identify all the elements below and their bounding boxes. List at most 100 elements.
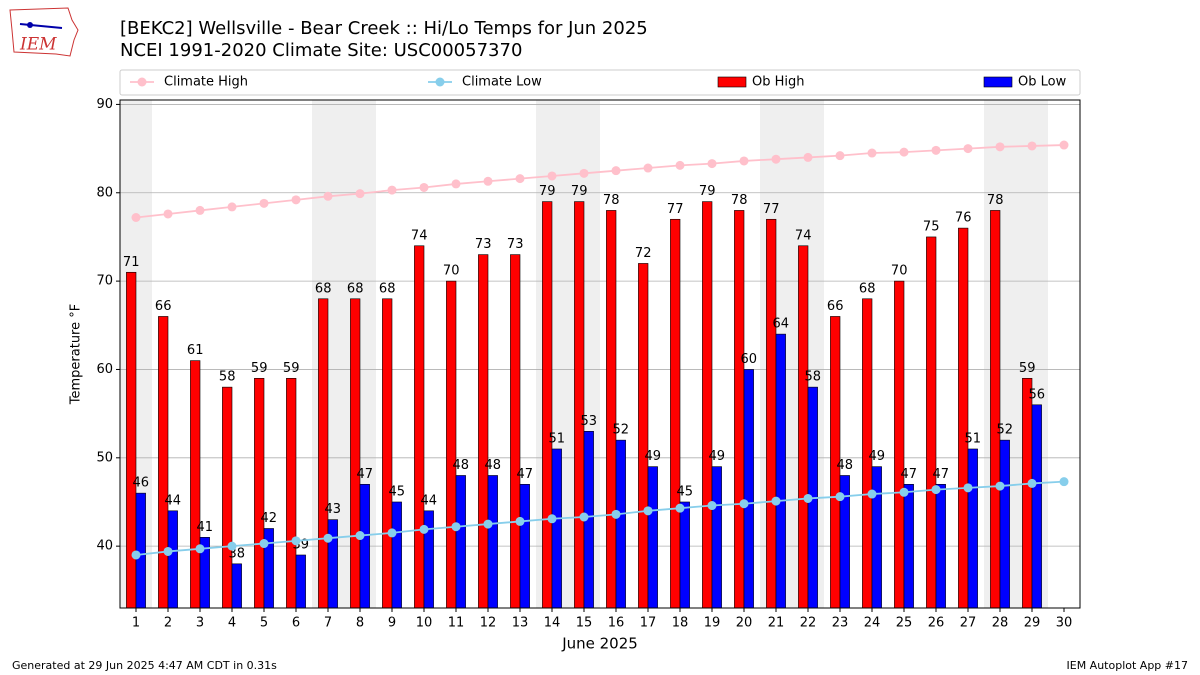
point	[323, 191, 333, 201]
point	[835, 492, 845, 502]
point	[771, 496, 781, 506]
x-tick-label: 10	[416, 616, 433, 631]
y-tick-label: 90	[96, 97, 113, 112]
data-label: 70	[443, 264, 460, 279]
data-label: 68	[347, 281, 364, 296]
legend-label: Climate High	[164, 75, 248, 90]
point	[483, 176, 493, 186]
bar	[222, 386, 233, 609]
bar	[327, 519, 338, 609]
bar	[158, 316, 169, 609]
point	[451, 179, 461, 189]
data-label: 45	[389, 484, 406, 499]
x-tick-label: 6	[292, 616, 300, 631]
data-label: 52	[997, 423, 1014, 438]
data-label: 49	[709, 449, 726, 464]
data-label: 44	[421, 493, 438, 508]
bar	[894, 280, 905, 609]
x-tick-label: 25	[896, 616, 913, 631]
data-label: 59	[283, 361, 300, 376]
data-label: 44	[165, 493, 182, 508]
point	[387, 528, 397, 538]
x-axis-label: June 2025	[561, 635, 638, 653]
data-label: 74	[795, 228, 812, 243]
data-label: 77	[667, 202, 684, 217]
x-tick-label: 1	[132, 616, 140, 631]
y-tick-label: 80	[96, 185, 113, 200]
x-tick-label: 18	[672, 616, 689, 631]
point	[547, 514, 557, 524]
bar	[551, 448, 562, 609]
y-tick-label: 60	[96, 362, 113, 377]
point	[291, 195, 301, 205]
x-tick-label: 27	[960, 616, 977, 631]
data-label: 60	[741, 352, 758, 367]
bar	[743, 369, 754, 609]
bar	[711, 466, 722, 609]
data-label: 68	[859, 281, 876, 296]
point	[323, 533, 333, 543]
legend-label: Climate Low	[462, 75, 542, 90]
data-label: 59	[251, 361, 268, 376]
x-tick-label: 24	[864, 616, 881, 631]
data-label: 48	[453, 458, 470, 473]
point	[963, 483, 973, 493]
bar	[359, 484, 370, 609]
bar	[295, 554, 306, 609]
bar	[286, 377, 297, 609]
x-tick-label: 29	[1024, 616, 1041, 631]
point	[771, 154, 781, 164]
x-tick-label: 8	[356, 616, 364, 631]
bar	[606, 210, 617, 609]
point	[611, 509, 621, 519]
bar	[135, 492, 146, 609]
data-label: 74	[411, 228, 428, 243]
point	[995, 142, 1005, 152]
bar	[647, 466, 658, 609]
bar	[702, 201, 713, 609]
x-tick-label: 12	[480, 616, 497, 631]
data-label: 42	[261, 511, 278, 526]
data-label: 47	[357, 467, 374, 482]
bar	[999, 439, 1010, 609]
x-tick-label: 23	[832, 616, 849, 631]
data-label: 56	[1029, 387, 1046, 402]
bar	[167, 510, 178, 609]
x-tick-label: 13	[512, 616, 529, 631]
x-tick-label: 30	[1056, 616, 1073, 631]
point	[515, 516, 525, 526]
footer-left: Generated at 29 Jun 2025 4:47 AM CDT in …	[12, 659, 277, 672]
bar	[510, 254, 521, 609]
point	[259, 198, 269, 208]
y-tick-label: 40	[96, 539, 113, 554]
x-tick-label: 28	[992, 616, 1009, 631]
x-tick-label: 21	[768, 616, 785, 631]
point	[899, 487, 909, 497]
point	[867, 489, 877, 499]
y-axis-label: Temperature °F	[69, 304, 84, 405]
bar	[391, 501, 402, 609]
plot-frame	[119, 99, 1081, 609]
legend-label: Ob Low	[1018, 75, 1067, 90]
point	[355, 189, 365, 199]
point	[707, 501, 717, 511]
bar	[615, 439, 626, 609]
bar	[1022, 377, 1033, 609]
line	[135, 480, 1065, 556]
bar	[478, 254, 489, 609]
data-label: 47	[517, 467, 534, 482]
bar	[487, 475, 498, 609]
data-label: 51	[549, 431, 566, 446]
data-label: 51	[965, 431, 982, 446]
data-label: 78	[987, 193, 1004, 208]
data-label: 68	[379, 281, 396, 296]
point	[643, 163, 653, 173]
data-label: 45	[677, 484, 694, 499]
x-tick-label: 19	[704, 616, 721, 631]
point	[1027, 478, 1037, 488]
data-label: 72	[635, 246, 652, 261]
data-label: 49	[869, 449, 886, 464]
bar	[254, 377, 265, 609]
point	[675, 160, 685, 170]
